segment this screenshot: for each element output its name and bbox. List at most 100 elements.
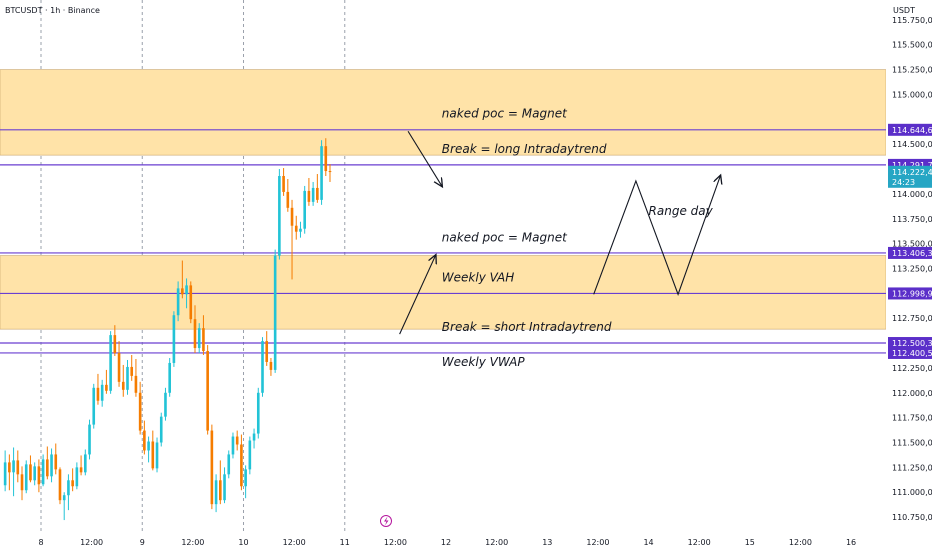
annotation-label[interactable]: Weekly VAH xyxy=(442,270,514,284)
candle-body[interactable] xyxy=(109,335,112,391)
candle-body[interactable] xyxy=(113,335,117,354)
candle-body[interactable] xyxy=(147,441,150,451)
candle-body[interactable] xyxy=(265,341,269,362)
annotation-label[interactable]: Weekly VWAP xyxy=(442,355,526,369)
candle-body[interactable] xyxy=(8,462,11,473)
candle-body[interactable] xyxy=(130,366,134,376)
price-level-tag[interactable] xyxy=(888,287,932,300)
candle-body[interactable] xyxy=(50,454,53,477)
candle-body[interactable] xyxy=(219,480,222,501)
candle-body[interactable] xyxy=(240,444,243,487)
candle-body[interactable] xyxy=(46,459,49,477)
candle-body[interactable] xyxy=(33,466,36,481)
candle-body[interactable] xyxy=(12,460,15,473)
candle-body[interactable] xyxy=(286,191,290,208)
candle-body[interactable] xyxy=(256,392,260,434)
candle-body[interactable] xyxy=(176,288,180,316)
candle-body[interactable] xyxy=(244,469,247,487)
candle-body[interactable] xyxy=(324,146,328,172)
candle-body[interactable] xyxy=(37,466,41,485)
candle-body[interactable] xyxy=(210,430,214,505)
candle-body[interactable] xyxy=(294,225,298,232)
candle-body[interactable] xyxy=(172,315,176,363)
annotation-arrow[interactable] xyxy=(407,130,442,186)
candle-body[interactable] xyxy=(58,469,62,501)
candle-body[interactable] xyxy=(105,384,108,391)
candle-body[interactable] xyxy=(269,361,273,370)
candle-body[interactable] xyxy=(75,467,79,487)
candle-body[interactable] xyxy=(303,190,306,229)
supply-demand-zone[interactable] xyxy=(0,255,887,330)
candle-body[interactable] xyxy=(202,328,205,352)
chart-symbol-title[interactable]: BTCUSDT · 1h · Binance xyxy=(5,6,100,15)
price-level-tag[interactable] xyxy=(888,246,932,259)
annotation-arrow[interactable] xyxy=(399,256,436,335)
annotation-label[interactable]: naked poc = Magnet xyxy=(442,106,568,120)
candle-body[interactable] xyxy=(164,392,167,417)
candle-body[interactable] xyxy=(71,480,74,487)
candle-body[interactable] xyxy=(278,176,281,256)
flash-icon[interactable] xyxy=(380,515,392,527)
candle-body[interactable] xyxy=(320,146,323,200)
candle-body[interactable] xyxy=(79,467,83,473)
candle-body[interactable] xyxy=(290,207,294,226)
candle-body[interactable] xyxy=(134,375,138,393)
price-level-tag[interactable] xyxy=(888,337,932,350)
candle-body[interactable] xyxy=(29,464,32,481)
candle-body[interactable] xyxy=(126,366,129,390)
candle-body[interactable] xyxy=(121,381,125,390)
candle-body[interactable] xyxy=(197,328,201,349)
candle-body[interactable] xyxy=(252,433,256,441)
candle-body[interactable] xyxy=(83,454,87,473)
candle-body[interactable] xyxy=(282,176,285,192)
candle-body[interactable] xyxy=(16,460,20,475)
candle-body[interactable] xyxy=(223,474,226,501)
candle-body[interactable] xyxy=(185,285,188,295)
supply-demand-zone[interactable] xyxy=(0,69,887,156)
candle-body[interactable] xyxy=(261,341,264,393)
candle-body[interactable] xyxy=(299,228,302,232)
candle-body[interactable] xyxy=(138,392,142,431)
annotation-label[interactable]: Range day xyxy=(649,204,714,218)
candle-body[interactable] xyxy=(100,384,104,401)
candle-body[interactable] xyxy=(316,187,319,200)
candle-body[interactable] xyxy=(117,353,121,382)
candle-body[interactable] xyxy=(235,436,239,445)
price-level-tag[interactable] xyxy=(888,346,932,359)
candle-body[interactable] xyxy=(62,495,66,501)
annotation-label[interactable]: Break = short Intradaytrend xyxy=(442,320,612,334)
candle-body[interactable] xyxy=(189,285,193,320)
annotation-label[interactable]: Break = long Intradaytrend xyxy=(442,142,607,156)
annotation-label[interactable]: naked poc = Magnet xyxy=(442,231,568,245)
candle-body[interactable] xyxy=(231,436,235,455)
range-day-path[interactable] xyxy=(593,176,721,296)
candle-body[interactable] xyxy=(96,387,100,401)
candle-body[interactable] xyxy=(214,480,218,505)
price-level-tag[interactable] xyxy=(888,123,932,136)
candle-body[interactable] xyxy=(159,416,163,443)
candle-body[interactable] xyxy=(151,441,155,469)
candle-body[interactable] xyxy=(92,387,96,425)
candle-body[interactable] xyxy=(54,454,58,470)
candle-body[interactable] xyxy=(41,459,45,485)
candle-body[interactable] xyxy=(24,464,28,491)
candle-body[interactable] xyxy=(307,190,311,202)
candle-body[interactable] xyxy=(168,362,171,393)
candle-body[interactable] xyxy=(88,424,91,455)
candle-body[interactable] xyxy=(3,462,7,486)
candle-body[interactable] xyxy=(67,480,70,496)
candle-body[interactable] xyxy=(181,288,184,295)
current-price-tag[interactable] xyxy=(888,165,932,188)
candle-body[interactable] xyxy=(311,187,315,202)
candle-body[interactable] xyxy=(227,454,231,475)
candle-body[interactable] xyxy=(328,171,332,173)
candle-body[interactable] xyxy=(143,430,146,451)
candle-body[interactable] xyxy=(20,474,24,491)
candle-body[interactable] xyxy=(155,442,159,469)
candle-body[interactable] xyxy=(248,440,252,470)
candle-body[interactable] xyxy=(206,351,209,431)
candle-body[interactable] xyxy=(273,255,277,370)
candle-body[interactable] xyxy=(193,319,197,349)
